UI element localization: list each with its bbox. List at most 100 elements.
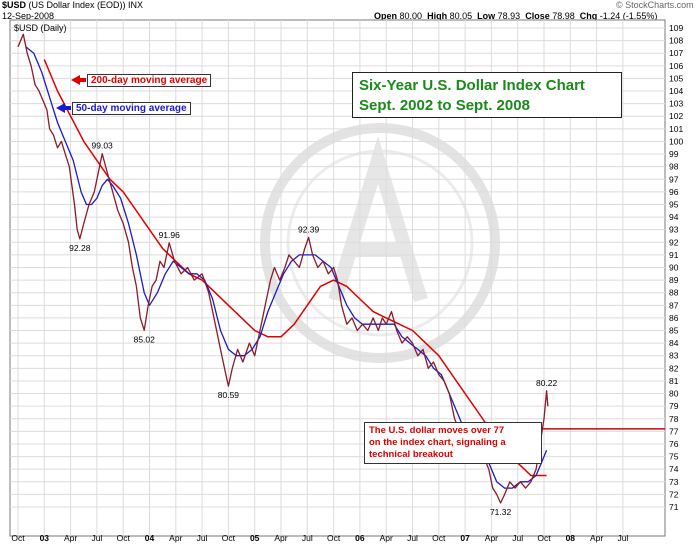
y-tick-label: 80 [669, 389, 679, 399]
source-credit: © StockCharts.com [616, 0, 694, 10]
price-extreme-label: 99.03 [92, 141, 114, 151]
y-tick-label: 82 [669, 363, 679, 373]
symbol: $USD [2, 0, 27, 10]
annotation-title-line1: Six-Year U.S. Dollar Index Chart [359, 77, 585, 94]
ohlc-summary: Open 80.00 High 80.05 Low 78.93 Close 78… [374, 11, 657, 21]
y-tick-label: 106 [669, 61, 683, 71]
note-line3: technical breakout [369, 449, 453, 460]
y-tick-label: 71 [669, 502, 679, 512]
y-tick-label: 92 [669, 237, 679, 247]
x-tick-label: Jul [197, 533, 208, 543]
y-tick-label: 83 [669, 351, 679, 361]
chart-annotation-title: Six-Year U.S. Dollar Index Chart Sept. 2… [352, 72, 622, 118]
y-tick-label: 72 [669, 489, 679, 499]
y-tick-label: 101 [669, 124, 683, 134]
y-tick-label: 81 [669, 376, 679, 386]
y-tick-label: 90 [669, 263, 679, 273]
x-tick-label: Apr [380, 533, 393, 543]
x-tick-label: Oct [432, 533, 446, 543]
x-tick-label: Oct [327, 533, 341, 543]
y-tick-label: 75 [669, 452, 679, 462]
close-label: Close [525, 11, 550, 21]
high-label: High [427, 11, 448, 21]
ma50-line [25, 46, 548, 489]
y-tick-label: 95 [669, 199, 679, 209]
open-value: 80.00 [399, 11, 423, 21]
y-tick-label: 87 [669, 300, 679, 310]
x-tick-label: Apr [485, 533, 498, 543]
y-tick-label: 79 [669, 401, 679, 411]
breakout-note: The U.S. dollar moves over 77 on the ind… [364, 422, 542, 464]
price-extreme-label: 91.96 [159, 230, 181, 240]
note-line2: on the index chart, signaling a [369, 437, 506, 448]
x-tick-label: 08 [566, 533, 576, 543]
y-tick-label: 91 [669, 250, 679, 260]
chg-value: -1.24 (-1.55%) [599, 11, 658, 21]
y-tick-label: 107 [669, 48, 683, 58]
watermark [260, 123, 500, 363]
x-tick-label: 05 [250, 533, 260, 543]
ma200-label: 200-day moving average [87, 74, 212, 87]
chart-symbol: $USD (US Dollar Index (EOD)) INX [2, 0, 143, 10]
x-tick-label: Apr [64, 533, 77, 543]
y-tick-label: 102 [669, 111, 683, 121]
y-tick-label: 84 [669, 338, 679, 348]
ma200-line [43, 59, 547, 477]
y-tick-label: 89 [669, 275, 679, 285]
x-tick-label: Oct [117, 533, 131, 543]
y-tick-label: 105 [669, 73, 683, 83]
y-tick-label: 94 [669, 212, 679, 222]
x-tick-label: Jul [302, 533, 313, 543]
x-axis: Oct 03 Apr Jul Oct 04 Apr Jul Oct 05 Apr Jul Oct 06 Ap… [11, 533, 628, 543]
y-tick-label: 77 [669, 426, 679, 436]
chg-label: Chg [579, 11, 598, 21]
y-tick-label: 103 [669, 99, 683, 109]
y-tick-label: 76 [669, 439, 679, 449]
price-extreme-label: 92.28 [69, 243, 91, 253]
x-tick-label: 06 [355, 533, 365, 543]
x-tick-label: Oct [222, 533, 236, 543]
x-tick-label: Apr [590, 533, 603, 543]
y-tick-label: 109 [669, 23, 683, 33]
y-tick-label: 100 [669, 136, 683, 146]
price-extreme-label: 80.59 [218, 390, 240, 400]
period-label: $USD (Daily) [14, 23, 67, 33]
x-tick-label: Apr [169, 533, 182, 543]
price-extreme-label: 85.02 [134, 334, 156, 344]
price-labels: 92.28 99.03 85.02 91.96 80.59 92.39 71.32 80.22 [69, 141, 557, 517]
y-tick-label: 98 [669, 162, 679, 172]
y-tick-label: 85 [669, 326, 679, 336]
note-line1: The U.S. dollar moves over 77 [369, 425, 505, 436]
x-tick-label: Jul [512, 533, 523, 543]
y-tick-label: 99 [669, 149, 679, 159]
price-extreme-label: 80.22 [536, 378, 558, 388]
y-tick-label: 74 [669, 464, 679, 474]
x-tick-label: Oct [11, 533, 25, 543]
x-tick-label: Apr [274, 533, 287, 543]
y-tick-label: 97 [669, 174, 679, 184]
x-tick-label: 03 [40, 533, 50, 543]
symbol-name: (US Dollar Index (EOD)) INX [28, 0, 144, 10]
x-tick-label: 04 [145, 533, 155, 543]
high-value: 80.05 [449, 11, 473, 21]
y-tick-label: 86 [669, 313, 679, 323]
x-tick-label: Jul [617, 533, 628, 543]
price-extreme-label: 92.39 [298, 224, 320, 234]
low-value: 78.93 [497, 11, 521, 21]
open-label: Open [374, 11, 398, 21]
price-extreme-label: 71.32 [490, 507, 512, 517]
y-tick-label: 104 [669, 86, 683, 96]
y-tick-label: 78 [669, 414, 679, 424]
y-tick-label: 96 [669, 187, 679, 197]
ma50-label: 50-day moving average [72, 102, 191, 115]
x-tick-label: Jul [407, 533, 418, 543]
ma50-arrow-icon [56, 103, 71, 113]
ma200-arrow-icon [71, 75, 86, 85]
y-axis: 71 72 73 74 75 76 77 78 79 80 81 82 83 84 85 86 87 88 89 90… [669, 23, 683, 512]
x-tick-label: Jul [91, 533, 102, 543]
x-tick-label: 07 [460, 533, 470, 543]
y-tick-label: 108 [669, 36, 683, 46]
close-value: 78.98 [552, 11, 575, 21]
y-tick-label: 88 [669, 288, 679, 298]
x-tick-label: Oct [537, 533, 551, 543]
